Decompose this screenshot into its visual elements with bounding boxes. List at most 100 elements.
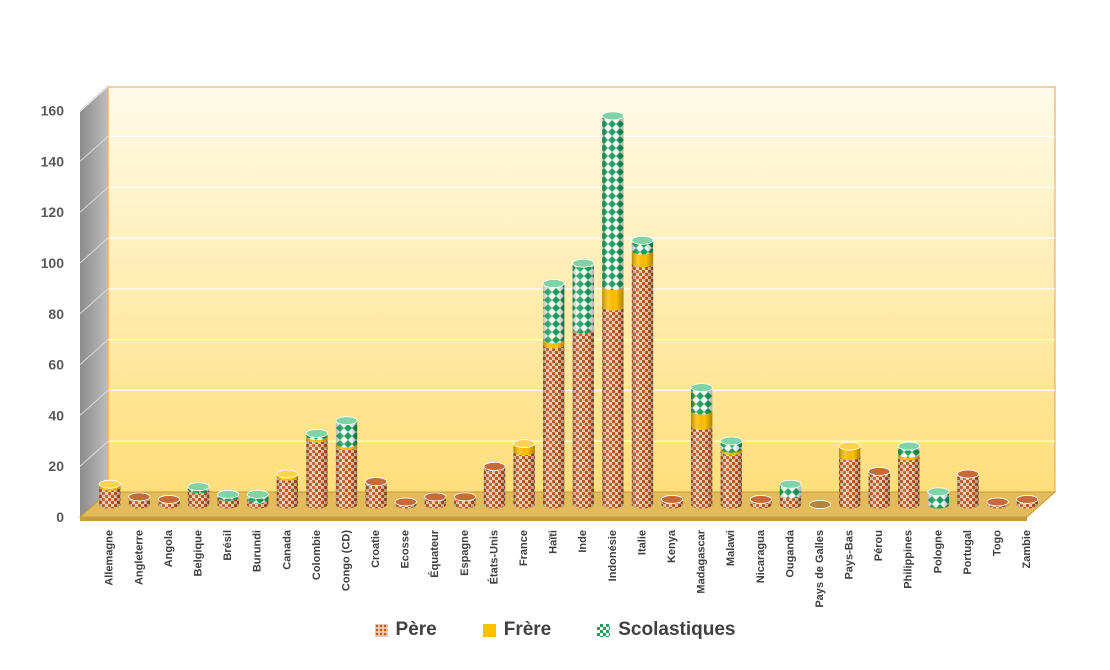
bar-top-cap bbox=[927, 487, 950, 497]
bar-group-colombie bbox=[305, 428, 329, 509]
bar-segment-shade bbox=[395, 501, 417, 509]
x-tick-label: Italie bbox=[636, 530, 648, 555]
bar-top-cap bbox=[246, 489, 269, 499]
x-tick-label: Congo (CD) bbox=[340, 530, 352, 591]
legend: Père Frère Scolastiques bbox=[0, 615, 1110, 645]
bar-top-cap bbox=[542, 279, 565, 288]
bar-segment-shade bbox=[276, 474, 299, 481]
bar-group-ouganda bbox=[779, 479, 802, 509]
bar-top-cap bbox=[365, 477, 388, 487]
bar-segment-shade bbox=[306, 433, 328, 440]
bar-segment-shade bbox=[128, 496, 151, 509]
x-tick-label: Inde bbox=[577, 530, 589, 553]
bar-group-pays-de-galles bbox=[808, 500, 832, 509]
bar-group-canada bbox=[276, 469, 299, 509]
bar-segment-shade bbox=[631, 263, 654, 509]
y-tick-label: 120 bbox=[41, 204, 65, 220]
x-tick-label: Haïti bbox=[548, 530, 560, 554]
bar-top-cap bbox=[217, 489, 240, 499]
x-tick-label: Canada bbox=[281, 529, 293, 570]
bar-top-cap bbox=[1016, 495, 1039, 504]
x-tick-label: Kenya bbox=[666, 529, 678, 563]
x-tick-label: Brésil bbox=[222, 530, 234, 561]
x-tick-label: Espagne bbox=[459, 530, 471, 576]
bar-top-cap bbox=[276, 469, 299, 479]
bar-segment-shade bbox=[247, 494, 269, 504]
bar-segment-shade bbox=[691, 425, 713, 509]
bar-segment-shade bbox=[187, 486, 210, 494]
bar-group-belgique bbox=[187, 482, 210, 509]
bar-segment-shade bbox=[335, 420, 358, 448]
bar-segment-shade bbox=[602, 306, 624, 509]
bar-group-philippines bbox=[897, 441, 920, 509]
bar-top-cap bbox=[779, 479, 802, 489]
bar-segment-shade bbox=[631, 250, 654, 268]
bar-top-cap bbox=[483, 461, 506, 471]
y-tick-label: 160 bbox=[41, 103, 65, 119]
bar-top-cap bbox=[572, 258, 595, 268]
bar-segment-shade bbox=[957, 474, 979, 509]
bar-top-cap bbox=[424, 492, 447, 502]
bar-segment-shade bbox=[779, 494, 802, 509]
bar-segment-shade bbox=[720, 451, 742, 509]
bar-top-cap bbox=[453, 492, 476, 502]
bar-segment-shade bbox=[483, 466, 506, 509]
x-tick-label: Pérou bbox=[873, 530, 885, 561]
bar-segment-shade bbox=[602, 286, 624, 311]
bar-group-etats-unis bbox=[483, 461, 506, 509]
bar-top-cap bbox=[868, 467, 891, 476]
bar-group-burundi bbox=[246, 489, 269, 509]
bar-top-cap bbox=[394, 497, 417, 507]
bar-group-allemagne bbox=[98, 479, 121, 509]
y-tick-label: 20 bbox=[48, 458, 64, 474]
bar-group-pologne bbox=[927, 487, 950, 509]
x-tick-label: Colombie bbox=[311, 530, 323, 580]
bar-group-angleterre bbox=[128, 492, 151, 509]
y-tick-label: 80 bbox=[48, 306, 64, 322]
bar-top-cap bbox=[187, 482, 210, 492]
bar-segment-shade bbox=[720, 441, 742, 453]
bar-segment-shade bbox=[187, 489, 210, 509]
gridline-side bbox=[79, 339, 109, 365]
bar-segment-shade bbox=[335, 443, 358, 451]
bar-segment-shade bbox=[661, 499, 683, 509]
gridline-side bbox=[79, 186, 109, 213]
bar-segment-shade bbox=[424, 496, 446, 509]
x-tick-label: Ecosse bbox=[400, 530, 412, 569]
bar-segment-shade bbox=[454, 496, 476, 509]
bar-segment-shade bbox=[513, 451, 535, 509]
bar-top-cap bbox=[808, 500, 832, 509]
bar-top-cap bbox=[601, 111, 624, 121]
bar-segment-shade bbox=[572, 263, 594, 334]
bar-segment-shade bbox=[306, 438, 328, 509]
bar-segment-shade bbox=[602, 115, 624, 291]
bar-segment-shade bbox=[365, 481, 387, 509]
bar-top-cap bbox=[897, 441, 920, 451]
bar-segment-shade bbox=[691, 387, 713, 415]
gridline-side bbox=[79, 85, 109, 111]
gridline-side bbox=[79, 136, 109, 162]
x-tick-label: Nicaragua bbox=[755, 529, 767, 583]
gridline-side bbox=[79, 237, 109, 264]
bar-group-haiti bbox=[542, 279, 565, 509]
legend-swatch-frere bbox=[482, 623, 496, 637]
x-tick-label: Équateur bbox=[428, 529, 441, 577]
bar-top-cap bbox=[690, 383, 713, 393]
x-tick-label: Indonésie bbox=[607, 530, 619, 581]
x-tick-label: Pologne bbox=[932, 530, 944, 573]
gridline-side bbox=[79, 288, 109, 315]
y-tick-label: 60 bbox=[48, 357, 64, 373]
bar-top-cap bbox=[98, 479, 121, 489]
bar-top-cap bbox=[956, 469, 980, 479]
bar-segment-shade bbox=[217, 494, 239, 501]
x-tick-label: Madagascar bbox=[696, 529, 708, 593]
bar-segment-shade bbox=[513, 443, 535, 456]
x-tick-label: Pays-Bas bbox=[844, 530, 856, 580]
y-tick-label: 140 bbox=[41, 153, 65, 169]
y-tick-label: 40 bbox=[48, 407, 64, 423]
bar-segment-shade bbox=[543, 339, 565, 349]
legend-label-frere: Frère bbox=[503, 619, 552, 640]
stacked-bar-chart: 0 20 40 60 80 100 120 140 160 Allemagne Angleterr… bbox=[41, 84, 1057, 608]
x-tick-label: France bbox=[518, 530, 530, 566]
bars bbox=[98, 111, 1039, 509]
